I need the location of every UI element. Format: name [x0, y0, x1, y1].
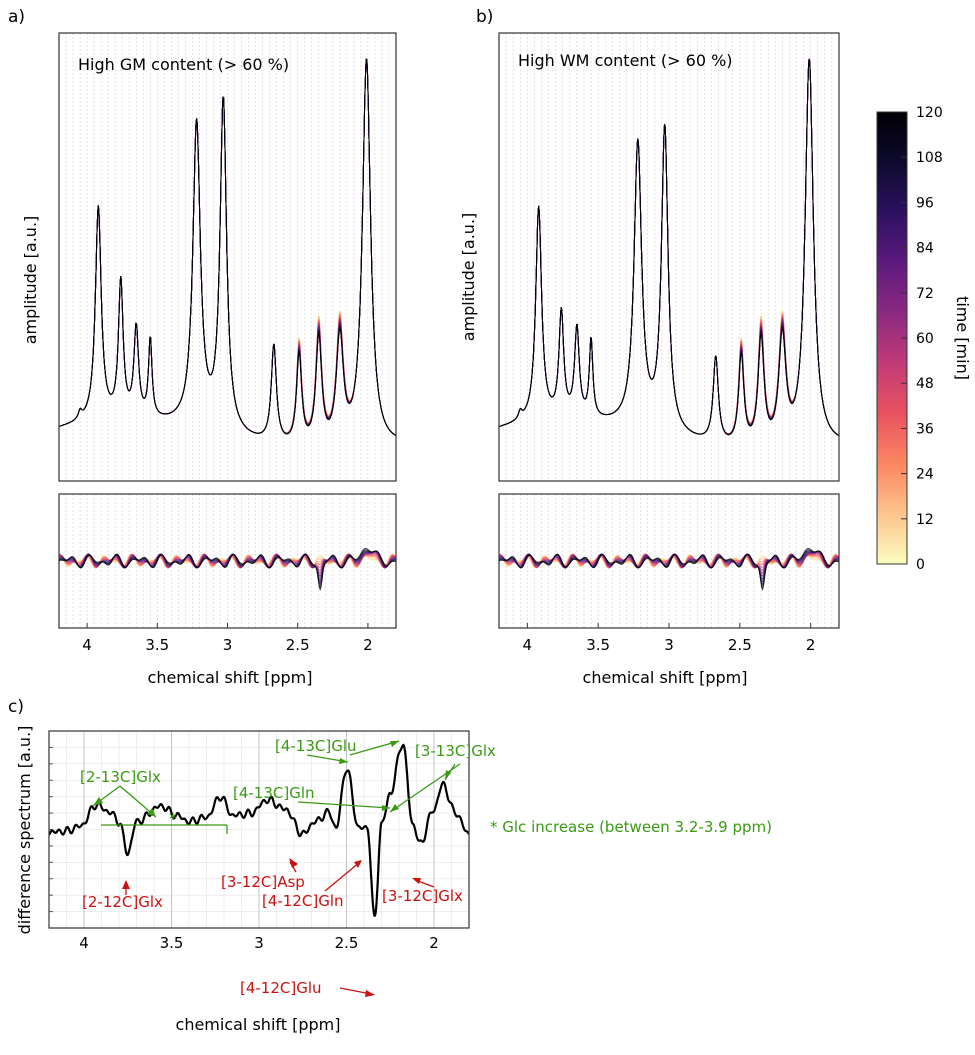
green-arrowheads [93, 741, 451, 817]
x-tick-label: 2 [363, 636, 373, 654]
colorbar: 0 12 24 36 48 60 72 84 96 108 120 time [min] [876, 105, 972, 573]
annotation-3-12c-asp: [3-12C]Asp [221, 873, 305, 891]
panel-b-x-ticks: 4 3.5 3 2.5 2 [523, 623, 816, 654]
annotation-glc-increase: * Glc increase (between 3.2-3.9 ppm) [490, 818, 772, 836]
colorbar-tick-label: 72 [916, 286, 934, 302]
colorbar-ticks: 0 12 24 36 48 60 72 84 96 108 120 [901, 105, 943, 573]
x-tick-label: 2.5 [728, 636, 752, 654]
panel-a-ylabel: amplitude [a.u.] [21, 216, 40, 345]
panel-b-ylabel: amplitude [a.u.] [459, 213, 478, 342]
panel-label-c: c) [8, 697, 24, 717]
green-annotations: [2-13C]Glx [4-13C]Glu [3-13C]Glx [4-13C]… [80, 737, 772, 836]
annotation-2-13c-glx: [2-13C]Glx [80, 768, 161, 786]
x-tick-label: 4 [79, 934, 89, 952]
panel-label-a: a) [8, 7, 25, 27]
panel-b: High WM content (> 60 %) amplitude [a.u.… [459, 32, 840, 687]
spectrum-line [499, 58, 839, 437]
colorbar-tick-label: 96 [916, 195, 934, 211]
annotation-4-13c-glu: [4-13C]Glu [275, 737, 357, 755]
colorbar-label: time [min] [953, 296, 972, 380]
spectrum-line [499, 59, 839, 437]
panel-label-b: b) [476, 7, 493, 27]
spectrum-line [499, 58, 839, 436]
x-tick-label: 2 [429, 934, 439, 952]
panel-a-main-frame [58, 32, 397, 482]
colorbar-tick-label: 108 [916, 150, 943, 166]
annotation-4-12c-glu: [4-12C]Glu [240, 979, 322, 997]
panel-c-xlabel: chemical shift [ppm] [176, 1015, 341, 1034]
annotation-4-12c-gln: [4-12C]Gln [262, 892, 344, 910]
colorbar-tick-label: 120 [916, 105, 943, 121]
colorbar-tick-label: 0 [916, 557, 925, 573]
spectrum-line [59, 58, 396, 436]
spectrum-line [59, 58, 396, 436]
panel-a-xlabel: chemical shift [ppm] [148, 668, 313, 687]
annotation-4-13c-gln: [4-13C]Gln [233, 784, 315, 802]
spectrum-line [499, 58, 839, 436]
panel-b-gridlines [498, 33, 840, 481]
spectrum-line [59, 58, 396, 436]
x-tick-label: 3 [254, 934, 264, 952]
x-tick-label: 2.5 [335, 934, 359, 952]
x-tick-label: 4 [523, 636, 533, 654]
colorbar-tick-label: 48 [916, 376, 934, 392]
colorbar-tick-label: 84 [916, 241, 934, 257]
annotation-glc-star: * [169, 809, 177, 828]
spectrum-line [499, 58, 839, 436]
panel-c-ylabel: difference spectrum [a.u.] [15, 726, 34, 935]
red-annotations: [2-12C]Glx [3-12C]Asp [4-12C]Gln [3-12C]… [82, 873, 463, 997]
panel-c-frame [48, 730, 470, 929]
residual-line [499, 548, 839, 591]
x-tick-label: 4 [82, 636, 92, 654]
panel-a-spectra [59, 58, 396, 436]
panel-b-spectra [499, 58, 839, 437]
spectrum-line [499, 58, 839, 437]
spectrum-line [59, 58, 396, 436]
panel-a-residuals [59, 548, 396, 591]
spectrum-line [59, 58, 396, 436]
annotation-3-13c-glx: [3-13C]Glx [415, 742, 496, 760]
x-tick-label: 3.5 [160, 934, 184, 952]
colorbar-tick-label: 36 [916, 421, 934, 437]
spectrum-line [59, 58, 396, 436]
panel-b-title: High WM content (> 60 %) [518, 51, 733, 70]
spectrum-line [59, 58, 396, 436]
x-tick-label: 3 [223, 636, 233, 654]
panel-c-gridlines [48, 731, 470, 928]
spectrum-line [499, 58, 839, 436]
colorbar-tick-label: 24 [916, 467, 934, 483]
panel-c-x-ticks: 4 3.5 3 2.5 2 [79, 934, 439, 952]
annotation-3-12c-glx: [3-12C]Glx [382, 887, 463, 905]
panel-b-main-frame [498, 32, 840, 482]
panel-a-gridlines [58, 33, 397, 481]
red-arrowheads [122, 858, 421, 997]
annotation-2-12c-glx: [2-12C]Glx [82, 893, 163, 911]
panel-a-title: High GM content (> 60 %) [78, 55, 289, 74]
residual-line [59, 548, 396, 591]
spectrum-line [499, 58, 839, 436]
x-tick-label: 3.5 [586, 636, 610, 654]
spectrum-line [59, 58, 396, 436]
panel-a-x-ticks: 4 3.5 3 2.5 2 [82, 623, 373, 654]
panel-a: High GM content (> 60 %) amplitude [a.u.… [21, 32, 397, 687]
colorbar-tick-label: 60 [916, 331, 934, 347]
x-tick-label: 2.5 [286, 636, 310, 654]
panel-b-residuals [499, 548, 839, 591]
x-tick-label: 2 [806, 636, 816, 654]
spectrum-line [499, 58, 839, 436]
spectrum-line [499, 58, 839, 436]
x-tick-label: 3.5 [145, 636, 169, 654]
panel-b-xlabel: chemical shift [ppm] [583, 668, 748, 687]
x-tick-label: 3 [664, 636, 674, 654]
spectrum-line [499, 58, 839, 436]
colorbar-tick-label: 12 [916, 512, 934, 528]
panel-c: 4 3.5 3 2.5 2 chemical shift [ppm] differenc… [15, 726, 772, 1034]
